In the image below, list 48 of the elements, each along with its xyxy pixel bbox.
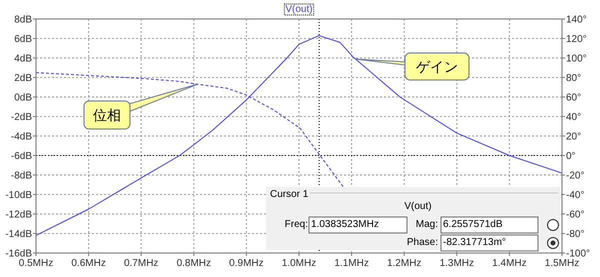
x-tick-label: 1.0MHz (282, 258, 316, 269)
y-tick-label: -2dB (10, 112, 32, 123)
x-tick-label: 1.5MHz (544, 258, 580, 269)
x-tick-label: 1.4MHz (492, 258, 527, 269)
y-tick-label: -16dB (5, 248, 32, 260)
y-tick-label: -8dB (10, 170, 32, 182)
annotation: Freq: (284, 219, 308, 230)
y2-tick-label: 140° (566, 14, 587, 26)
y-tick-label: 4dB (14, 54, 32, 64)
annotation: Cursor 1 (270, 189, 309, 200)
y-tick-label: -14dB (5, 229, 32, 240)
annotation: Mag: (416, 219, 438, 230)
y2-tick-label: -20° (566, 170, 584, 182)
y-tick-label: -10dB (5, 190, 32, 201)
y2-tick-label: 120° (566, 34, 587, 45)
y-tick-label: 8dB (14, 14, 32, 26)
x-tick-label: 1.2MHz (386, 258, 422, 269)
y2-tick-label: 40° (566, 112, 582, 123)
x-tick-label: 0.9MHz (229, 258, 264, 269)
y2-tick-label: 80° (566, 73, 582, 84)
y2-tick-label: -80° (566, 229, 584, 240)
y2-tick-label: -60° (566, 210, 584, 220)
y2-tick-label: -40° (566, 190, 584, 201)
line-series (36, 35, 562, 236)
y-tick-label: -4dB (10, 132, 32, 142)
x-tick-label: 0.8MHz (176, 258, 212, 269)
y2-tick-label: 0° (566, 151, 576, 162)
x-tick-label: 0.6MHz (71, 258, 106, 269)
y-tick-label: -6dB (10, 151, 32, 162)
x-tick-label: 1.1MHz (334, 258, 369, 269)
y-tick-label: 2dB (14, 73, 32, 84)
x-tick-label: 0.5MHz (18, 258, 54, 269)
y2-tick-label: -100° (566, 248, 590, 260)
x-tick-label: 0.7MHz (124, 258, 158, 269)
y-tick-label: 0dB (14, 92, 32, 104)
chart-title: V(out) (285, 4, 313, 15)
annotation: V(out) (404, 201, 432, 212)
y-tick-label: -12dB (5, 210, 32, 220)
y2-tick-label: 60° (566, 92, 582, 104)
annotation: -82.317713m° (443, 237, 506, 248)
annotation: 1.0383523MHz (311, 219, 379, 230)
y-tick-label: 6dB (14, 34, 32, 45)
annotation: 位相 (93, 107, 121, 123)
y2-tick-label: 20° (566, 132, 582, 142)
annotation: Phase: (406, 237, 438, 248)
x-tick-label: 1.3MHz (440, 258, 474, 269)
annotation: 6.2557571dB (443, 219, 503, 230)
y2-tick-label: 100° (566, 54, 587, 64)
